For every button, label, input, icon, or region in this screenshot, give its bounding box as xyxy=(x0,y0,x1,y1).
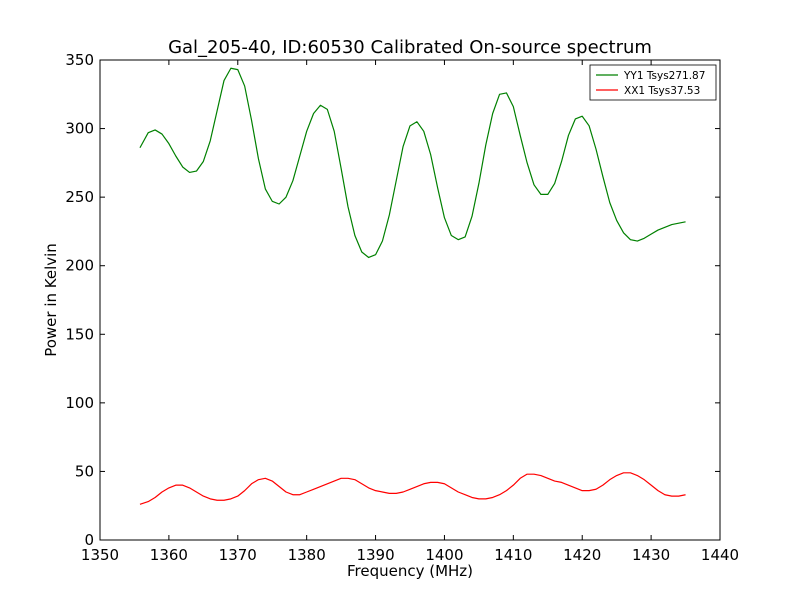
x-tick-label: 1400 xyxy=(425,546,463,564)
y-tick-label: 300 xyxy=(65,120,94,138)
x-tick-label: 1430 xyxy=(632,546,670,564)
x-tick-label: 1350 xyxy=(81,546,119,564)
y-tick-label: 250 xyxy=(65,188,94,206)
axis-ticks: 1350 1360 1370 1380 1390 1400 1410 1420 1430 1440… xyxy=(65,51,739,564)
plot-area-frame xyxy=(99,59,721,541)
series-line-0 xyxy=(139,67,686,259)
x-tick-label: 1360 xyxy=(150,546,188,564)
legend-label-1: XX1 Tsys37.53 xyxy=(624,85,700,97)
y-tick-label: 100 xyxy=(65,394,94,412)
legend: YY1 Tsys271.87 XX1 Tsys37.53 xyxy=(589,64,717,101)
y-tick-label: 0 xyxy=(84,531,94,549)
y-tick-label: 50 xyxy=(75,462,94,480)
chart-title: Gal_205-40, ID:60530 Calibrated On-sourc… xyxy=(168,37,652,58)
y-axis-label: Power in Kelvin xyxy=(42,243,60,357)
x-tick-label: 1440 xyxy=(701,546,739,564)
y-tick-label: 350 xyxy=(65,51,94,69)
x-tick-label: 1390 xyxy=(356,546,394,564)
series-line-1 xyxy=(139,472,686,505)
legend-label-0: YY1 Tsys271.87 xyxy=(623,70,705,82)
x-tick-label: 1370 xyxy=(219,546,257,564)
x-tick-label: 1410 xyxy=(494,546,532,564)
x-axis-label: Frequency (MHz) xyxy=(347,562,473,580)
legend-box xyxy=(589,64,717,101)
x-tick-label: 1380 xyxy=(288,546,326,564)
y-tick-label: 200 xyxy=(65,257,94,275)
y-tick-label: 150 xyxy=(65,325,94,343)
x-tick-label: 1420 xyxy=(563,546,601,564)
series-group xyxy=(139,67,686,505)
